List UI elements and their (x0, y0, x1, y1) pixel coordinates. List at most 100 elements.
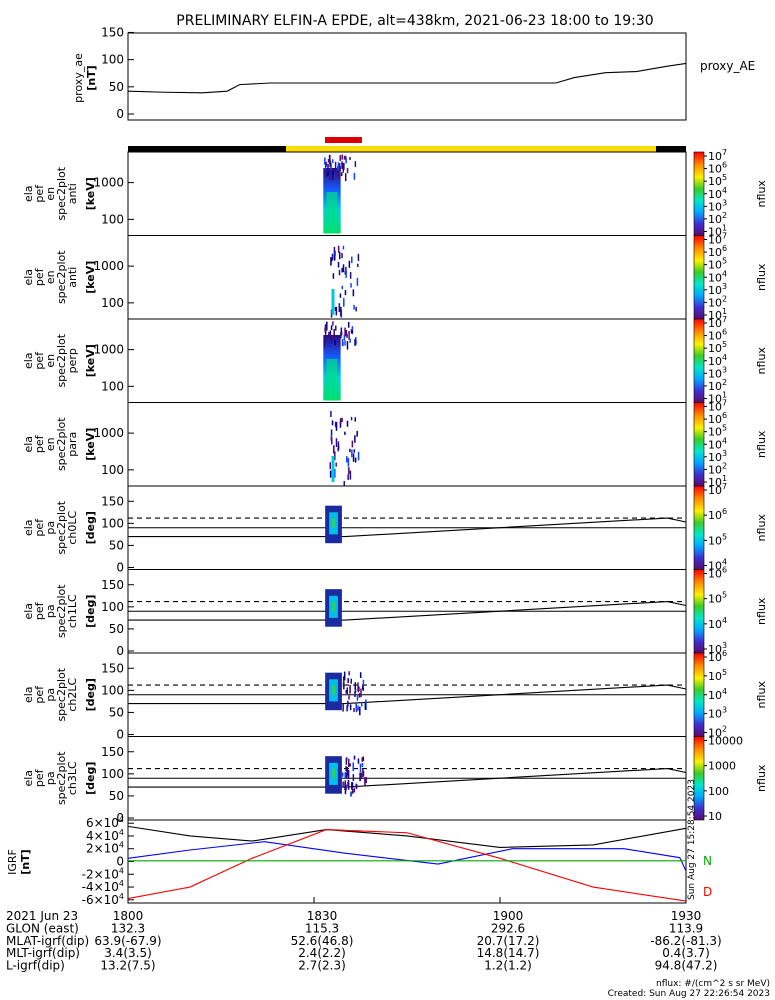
igrf-stamp: Sun Aug 27 15:28:54 2023 (687, 779, 697, 900)
footer-row-value: 63.9(-67.9) (94, 934, 161, 948)
spectrogram-pixel (342, 703, 344, 712)
spectrogram-pixel (361, 762, 364, 768)
spectrogram-pixel (333, 445, 335, 454)
panel-unit: [keV] (84, 344, 97, 377)
pa-line-losscone (128, 684, 687, 705)
spectrogram-pixel (331, 420, 334, 426)
spectrogram-pixel (347, 781, 350, 790)
spectrogram-pixel (339, 418, 342, 425)
spectrogram-pixel (360, 688, 362, 698)
colorbar (693, 235, 705, 320)
spectrogram-pixel (334, 468, 336, 478)
spectrogram-pixel (346, 341, 349, 350)
colorbar-tick-label: 106 (708, 161, 727, 176)
panel-ylabel-line: pef (33, 351, 46, 370)
panel-ylabel-line: ch2LC (66, 678, 79, 712)
footer-row-value: 1.2(1.2) (484, 959, 532, 973)
pa-line-losscone (128, 600, 687, 621)
colorbar-tick-label: 104 (708, 269, 727, 284)
spectrogram-pixel (346, 456, 348, 463)
spectrogram-pixel (346, 766, 348, 776)
panel-unit: [deg] (84, 595, 97, 628)
footer-row-value: 292.6 (491, 921, 525, 935)
spectrogram-pixel (351, 440, 354, 448)
spectrogram-pixel (342, 781, 344, 788)
spectrogram-pixel (352, 774, 355, 782)
spectrogram-pixel (351, 449, 353, 458)
spectrogram-pixel (358, 686, 360, 692)
colorbar-tick-label: 103 (708, 282, 727, 297)
pitch-angle-center (332, 685, 335, 695)
spectrogram-pixel (338, 170, 340, 179)
spectrogram-pixel (353, 172, 356, 180)
panel-unit: [deg] (84, 762, 97, 795)
spectrogram-pixel (331, 159, 334, 163)
y-tick-label: 2×104 (86, 841, 124, 856)
spectrogram-pixel (349, 684, 351, 694)
spectrogram-pixel (362, 687, 365, 691)
spectrogram-pixel (349, 338, 351, 343)
eclipse-bar-end (656, 146, 686, 152)
y-tick-label: 100 (101, 53, 124, 67)
spectrogram-pixel (332, 334, 334, 340)
igrf-series-2 (127, 829, 687, 902)
footer-row-value: 1900 (493, 909, 524, 923)
panel-ylabel-line: spec2plot (55, 166, 68, 220)
spectrogram-pixel (344, 340, 346, 346)
colorbar-tick-label: 105 (708, 532, 727, 547)
y-tick-label: 100 (101, 516, 124, 530)
spectrogram-pixel (347, 678, 349, 683)
panel-ylabel-line: spec2plot (55, 417, 68, 471)
footer-row-value: 2.4(2.2) (298, 946, 346, 960)
colorbar (693, 402, 705, 487)
spectrogram-pixel (324, 157, 326, 165)
proxy-ae-ylabel: proxy_ae (72, 53, 85, 103)
spectrogram-pixel (345, 758, 348, 765)
y-tick-label: 150 (101, 745, 124, 759)
spectrogram-pixel (330, 429, 333, 436)
colorbar-tick-label: 106 (708, 566, 727, 581)
spectrogram-pixel (349, 157, 351, 161)
colorbar-tick-label: 107 (708, 315, 727, 330)
y-tick-label: -4×104 (82, 879, 124, 894)
footer-row-value: 52.6(46.8) (291, 934, 354, 948)
colorbar-tick-label: 102 (708, 725, 727, 740)
spectrogram-pixel (361, 685, 364, 690)
y-tick-label: 100 (101, 212, 124, 226)
spectrogram-pixel (343, 297, 345, 307)
colorbar-tick-label: 100 (708, 785, 729, 798)
y-tick-label: 150 (101, 661, 124, 675)
colorbar-tick-label: 104 (708, 186, 727, 201)
spectrogram-pixel (330, 257, 333, 262)
spectrogram-pixel (351, 256, 353, 264)
spectrogram-pixel (332, 321, 334, 326)
panel-unit: [deg] (84, 511, 97, 544)
colorbar-tick-label: 103 (708, 706, 727, 721)
spectrogram-pixel (348, 260, 351, 268)
spectrogram-pixel (340, 306, 342, 312)
panel-ylabel-line: ch1LC (66, 594, 79, 628)
colorbar-tick-label: 10000 (708, 735, 743, 748)
spectrogram-pixel (364, 703, 367, 710)
panel-ylabel-line: en (44, 354, 57, 368)
colorbar-tick-label: 10 (708, 810, 722, 823)
colorbar-tick-label: 101 (708, 391, 727, 406)
spectrogram-pixel (345, 690, 347, 694)
footer-row-value: 113.9 (669, 921, 703, 935)
spectrogram-pixel (348, 330, 350, 340)
colorbar-tick-label: 102 (708, 211, 727, 226)
spectrogram-pixel (341, 339, 344, 347)
spectrogram-pixel (324, 328, 327, 333)
sunlit-bar (286, 146, 656, 152)
spectrogram-pixel (347, 770, 350, 779)
y-tick-label: 0 (116, 811, 124, 825)
figure-title: PRELIMINARY ELFIN-A EPDE, alt=438km, 202… (176, 13, 653, 29)
spectrogram-pixel (349, 272, 352, 279)
spectrogram-pixel (327, 171, 329, 177)
y-tick-label: 1000 (93, 259, 124, 273)
spectrogram-pixel (337, 445, 340, 451)
spectrogram-pixel (349, 704, 352, 711)
colorbar-tick-label: 105 (708, 668, 727, 683)
